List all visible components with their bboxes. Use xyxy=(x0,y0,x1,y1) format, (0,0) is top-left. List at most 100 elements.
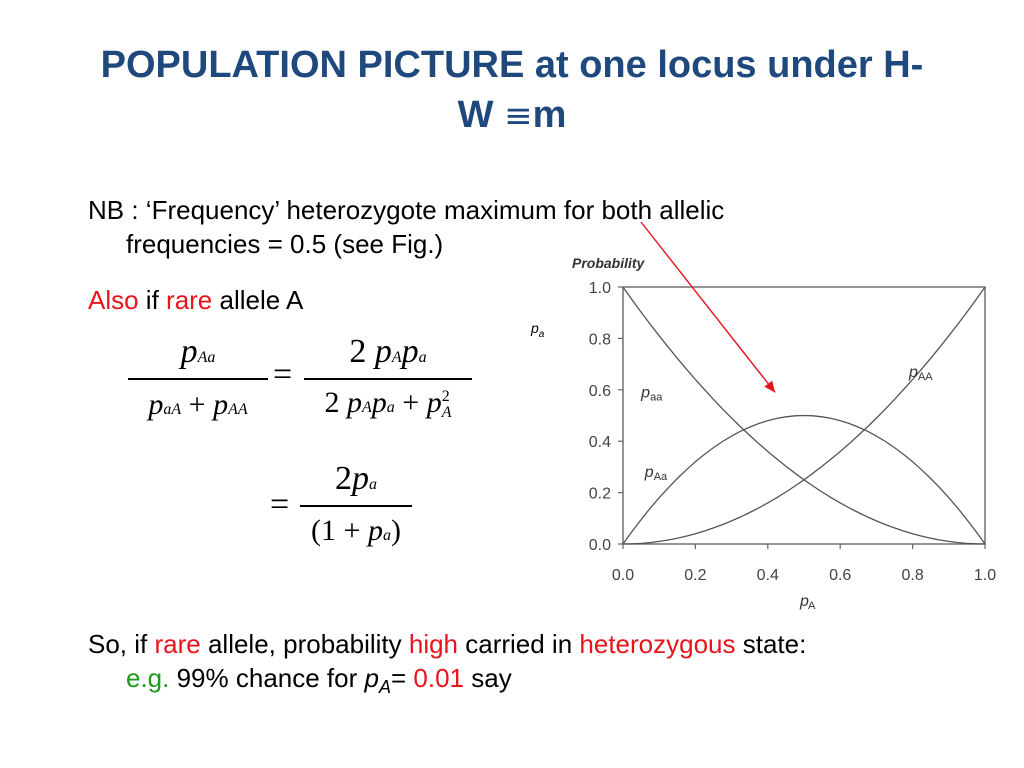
f-den2-p2: p xyxy=(371,386,387,419)
rare-word: rare xyxy=(166,285,213,315)
so-line-1: So, if rare allele, probability high car… xyxy=(88,627,806,661)
so-text-b: allele, probability xyxy=(200,629,409,659)
f-den1-sub2: AA xyxy=(228,401,248,418)
pa-note: pa xyxy=(531,320,544,340)
so-text-c: carried in xyxy=(458,629,580,659)
nb-line-1: NB : ‘Frequency’ heterozygote maximum fo… xyxy=(88,195,725,225)
x-tick-label: 0.6 xyxy=(829,567,851,584)
y-tick-label: 1.0 xyxy=(589,280,611,297)
equals-sign-2: = xyxy=(270,486,290,523)
also-word: Also xyxy=(88,285,139,315)
f-num3-sub: a xyxy=(369,476,377,493)
y-tick-label: 0.8 xyxy=(589,331,611,348)
if-word: if xyxy=(138,285,167,315)
series-label-aa: p xyxy=(640,385,650,402)
f-den1-p1: p xyxy=(148,388,164,421)
f-num2-p1: p xyxy=(374,333,392,370)
so-text-e: 99% chance for xyxy=(169,663,365,693)
so-pa-sub: A xyxy=(378,677,391,698)
allele-a-text: allele A xyxy=(212,285,304,315)
title-line-2: W ≡m xyxy=(60,90,964,141)
f-den2-sup: 2 xyxy=(441,388,450,406)
f-den1-plus: + xyxy=(181,388,214,421)
f-den2-plus: + xyxy=(394,386,427,419)
f-num2-sub1: A xyxy=(391,349,402,366)
f-num1-sub: Aa xyxy=(197,349,216,366)
red-arrow-line xyxy=(640,221,776,393)
formula-den-3: (1 + pa) xyxy=(296,514,416,548)
fraction-bar-1 xyxy=(128,378,268,380)
fraction-bar-3 xyxy=(300,505,412,507)
f-den3-close: ) xyxy=(390,514,401,547)
so-text-a: So, if xyxy=(88,629,155,659)
y-tick-label: 0.2 xyxy=(589,486,611,503)
title-w: W xyxy=(457,94,505,136)
series-label-sub-aa: aa xyxy=(650,392,663,404)
f-den1-sub1: aA xyxy=(163,401,182,418)
y-tick-label: 0.0 xyxy=(589,537,611,554)
series-label-sub-AA: AA xyxy=(918,371,933,383)
f-den3-sub: a xyxy=(382,527,391,544)
series-line-Aa xyxy=(622,414,986,545)
nb-line-2: frequencies = 0.5 (see Fig.) xyxy=(126,229,444,259)
f-den2-coef: 2 xyxy=(324,386,340,419)
f-den3-plus: + xyxy=(336,514,368,547)
x-tick-label: 0.0 xyxy=(612,567,634,584)
series-label-AA: p xyxy=(908,364,918,381)
so-line-2: e.g. 99% chance for pA= 0.01 say xyxy=(88,661,806,704)
red-arrow-head xyxy=(764,380,775,393)
eg-text: e.g. xyxy=(126,663,170,693)
formula-den-1: paA + pAA xyxy=(128,388,268,422)
f-num2-coef: 2 xyxy=(349,333,367,370)
x-tick-label: 0.4 xyxy=(757,567,779,584)
f-num3-coef: 2 xyxy=(335,460,352,497)
formula-num-3: 2pa xyxy=(300,460,412,498)
series-label-Aa: p xyxy=(644,464,654,481)
so-paragraph: So, if rare allele, probability high car… xyxy=(88,627,806,704)
so-text-f: = xyxy=(390,663,414,693)
so-heterozygous: heterozygous xyxy=(579,629,736,659)
y-tick-label: 0.6 xyxy=(589,383,611,400)
equals-sign-1: = xyxy=(273,356,293,393)
y-axis-label: Probability xyxy=(572,255,646,271)
so-pa: p xyxy=(364,663,379,693)
also-line: Also if rare allele A xyxy=(88,283,303,317)
f-num1-p: p xyxy=(180,333,198,370)
pa-note-p: p xyxy=(531,320,539,336)
f-num2-sub2: a xyxy=(418,349,427,366)
so-rare: rare xyxy=(154,629,201,659)
so-high: high xyxy=(408,629,459,659)
title-m: m xyxy=(532,94,567,136)
x-axis-label: p xyxy=(799,593,809,610)
f-den2-p1: p xyxy=(347,386,362,419)
fraction-bar-2 xyxy=(304,378,472,380)
x-tick-label: 1.0 xyxy=(974,567,996,584)
x-tick-label: 0.2 xyxy=(684,567,706,584)
so-text-g: say xyxy=(464,663,512,693)
series-line-AA xyxy=(622,286,986,545)
f-num3-p: p xyxy=(352,460,369,497)
f-den2-sub2: a xyxy=(386,399,395,416)
f-den2-p3: p xyxy=(426,386,442,419)
formula-num-1: pAa xyxy=(128,333,268,371)
plot-frame xyxy=(622,286,986,545)
f-den3-p: p xyxy=(367,514,383,547)
slide-title: POPULATION PICTURE at one locus under H-… xyxy=(60,40,964,141)
title-line-1: POPULATION PICTURE at one locus under H- xyxy=(100,44,924,86)
identity-symbol: ≡ xyxy=(504,96,533,136)
pa-note-sub: a xyxy=(538,328,545,340)
f-den2-sub1: A xyxy=(362,399,372,416)
f-den2-sub3: A xyxy=(441,404,452,422)
f-den3-open: (1 xyxy=(311,514,337,547)
x-tick-label: 0.8 xyxy=(901,567,923,584)
formula-num-2: 2 pApa xyxy=(304,333,472,371)
x-axis-label-sub: A xyxy=(808,600,816,612)
nb-paragraph: NB : ‘Frequency’ heterozygote maximum fo… xyxy=(88,193,724,261)
f-den1-p2: p xyxy=(213,388,229,421)
f-num2-p2: p xyxy=(401,333,419,370)
series-label-sub-Aa: Aa xyxy=(654,471,668,483)
y-tick-label: 0.4 xyxy=(589,434,611,451)
